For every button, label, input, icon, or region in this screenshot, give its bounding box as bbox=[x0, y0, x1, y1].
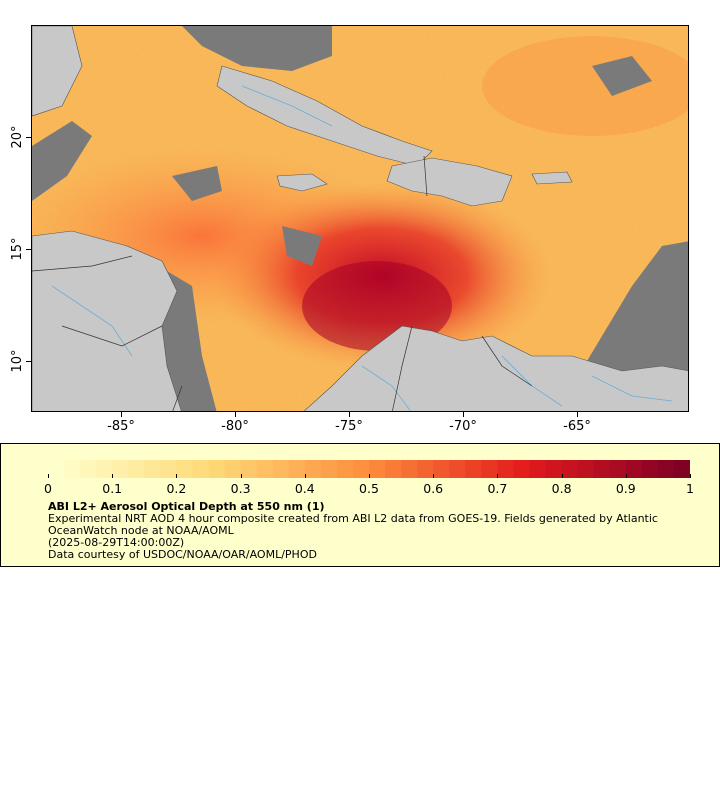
colorbar-step bbox=[561, 460, 579, 478]
colorbar-tick bbox=[497, 474, 499, 478]
central-america bbox=[32, 230, 182, 411]
lon-label: -75° bbox=[335, 419, 363, 434]
colorbar-tick bbox=[48, 474, 49, 478]
colorbar-tick bbox=[625, 474, 627, 478]
colorbar-step bbox=[288, 460, 306, 478]
colorbar-step bbox=[433, 460, 450, 478]
jamaica bbox=[276, 173, 328, 192]
colorbar-step bbox=[529, 460, 547, 478]
colorbar-step bbox=[240, 460, 258, 478]
colorbar-step bbox=[272, 460, 290, 478]
lon-tick bbox=[463, 412, 464, 417]
legend-credit: Data courtesy of USDOC/NOAA/OAR/AOML/PHO… bbox=[48, 548, 317, 561]
colorbar-step bbox=[513, 460, 531, 478]
colorbar-step bbox=[481, 460, 498, 478]
legend-time: (2025-08-29T14:00:00Z) bbox=[48, 536, 185, 549]
colorbar-tick-label: 0.4 bbox=[294, 481, 315, 496]
colorbar-tick bbox=[112, 474, 114, 478]
puerto-rico bbox=[531, 171, 573, 185]
colorbar-step bbox=[417, 460, 434, 478]
colorbar-step bbox=[144, 460, 161, 478]
colorbar-step bbox=[625, 460, 643, 478]
colorbar-step bbox=[192, 460, 210, 478]
legend-title: ABI L2+ Aerosol Optical Depth at 550 nm … bbox=[48, 500, 325, 513]
colorbar-tick-label: 0.1 bbox=[102, 481, 123, 496]
colorbar-tick-label: 0.7 bbox=[487, 481, 508, 496]
colorbar-tick-label: 0 bbox=[44, 481, 52, 496]
colorbar-tick-label: 1 bbox=[686, 481, 694, 496]
lat-label: 10° bbox=[10, 349, 26, 373]
lon-tick bbox=[121, 412, 122, 417]
colorbar-step bbox=[449, 460, 466, 478]
aod-region bbox=[482, 36, 688, 136]
colorbar-step bbox=[160, 460, 177, 478]
colorbar-tick bbox=[176, 474, 178, 478]
colorbar-step bbox=[369, 460, 386, 478]
colorbar-step bbox=[401, 460, 418, 478]
colorbar-step bbox=[385, 460, 402, 478]
aod-map[interactable] bbox=[31, 25, 689, 412]
colorbar-step bbox=[336, 460, 354, 478]
colorbar-step bbox=[112, 460, 129, 478]
colorbar-step bbox=[497, 460, 515, 478]
lat-tick bbox=[26, 137, 31, 138]
colorbar-step bbox=[593, 460, 611, 478]
colorbar-step bbox=[657, 460, 675, 478]
hispaniola bbox=[386, 157, 513, 207]
lon-tick bbox=[577, 412, 578, 417]
colorbar-step bbox=[96, 460, 113, 478]
borders bbox=[32, 155, 533, 411]
colorbar-step bbox=[545, 460, 563, 478]
colorbar bbox=[48, 460, 690, 478]
lon-tick bbox=[349, 412, 350, 417]
aod-map-svg bbox=[32, 26, 688, 411]
lon-label: -65° bbox=[563, 419, 591, 434]
colorbar-step bbox=[256, 460, 274, 478]
colorbar-tick-label: 0.8 bbox=[551, 481, 572, 496]
land bbox=[32, 26, 688, 411]
colorbar-step bbox=[80, 460, 97, 478]
colorbar-step bbox=[128, 460, 145, 478]
colorbar-step bbox=[609, 460, 627, 478]
colorbar-step bbox=[224, 460, 242, 478]
colorbar-step bbox=[577, 460, 595, 478]
lat-tick bbox=[26, 249, 31, 250]
lon-label: -70° bbox=[449, 419, 477, 434]
colorbar-tick bbox=[304, 474, 306, 478]
colorbar-tick-label: 0.5 bbox=[359, 481, 379, 496]
colorbar-step bbox=[465, 460, 482, 478]
colorbar-step bbox=[304, 460, 322, 478]
colorbar-step bbox=[673, 460, 690, 478]
colorbar-tick bbox=[369, 474, 370, 478]
colorbar-tick bbox=[433, 474, 435, 478]
lon-label: -80° bbox=[221, 419, 249, 434]
lat-tick bbox=[26, 361, 31, 362]
colorbar-step bbox=[641, 460, 659, 478]
lat-label: 20° bbox=[10, 125, 26, 149]
lat-label: 15° bbox=[10, 237, 26, 261]
colorbar-step bbox=[208, 460, 226, 478]
lon-label: -85° bbox=[107, 419, 135, 434]
colorbar-tick-label: 0.2 bbox=[166, 481, 187, 496]
colorbar-step bbox=[48, 460, 65, 478]
colorbar-tick-label: 0.3 bbox=[230, 481, 251, 496]
lon-tick bbox=[235, 412, 236, 417]
colorbar-tick bbox=[561, 474, 563, 478]
colorbar-tick bbox=[690, 474, 691, 478]
colorbar-tick-label: 0.6 bbox=[423, 481, 444, 496]
colorbar-step bbox=[352, 460, 370, 478]
colorbar-step bbox=[176, 460, 194, 478]
colorbar-step bbox=[320, 460, 338, 478]
colorbar-tick bbox=[240, 474, 242, 478]
south-america bbox=[303, 325, 688, 411]
colorbar-step bbox=[64, 460, 81, 478]
yucatan bbox=[32, 26, 83, 117]
legend-panel: ABI L2+ Aerosol Optical Depth at 550 nm … bbox=[0, 443, 720, 567]
colorbar-tick-label: 0.9 bbox=[615, 481, 636, 496]
legend-description: Experimental NRT AOD 4 hour composite cr… bbox=[48, 512, 658, 537]
